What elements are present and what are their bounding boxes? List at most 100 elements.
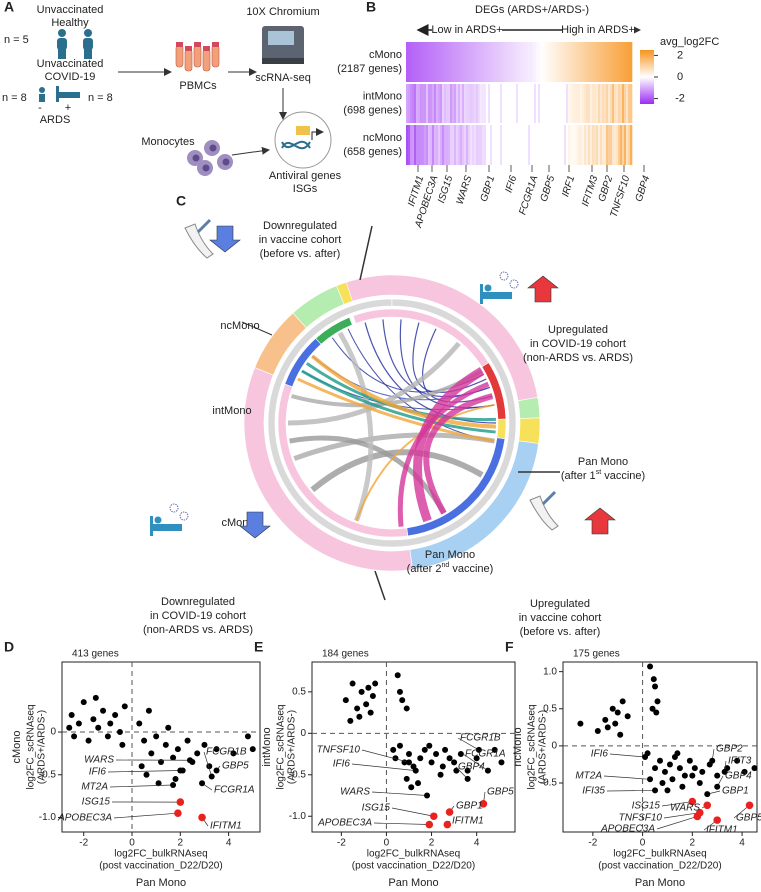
heatmap-cell bbox=[564, 42, 567, 82]
heatmap-cell bbox=[584, 125, 587, 165]
heatmap-cell bbox=[544, 125, 547, 165]
heatmap-cell bbox=[422, 125, 425, 165]
connector bbox=[231, 146, 270, 156]
gene-count: 175 genes bbox=[573, 649, 620, 660]
heatmap-cell bbox=[604, 84, 607, 123]
point bbox=[95, 724, 102, 731]
heatmap-cell bbox=[436, 125, 439, 165]
heatmap-cell bbox=[428, 84, 431, 123]
x-tick-label: -2 bbox=[588, 838, 597, 849]
instrument-base bbox=[262, 58, 304, 64]
heatmap-cell bbox=[620, 42, 623, 82]
virus-icon bbox=[179, 511, 189, 521]
panel-label: A bbox=[4, 0, 14, 15]
heatmap-cell bbox=[590, 84, 593, 123]
heatmap-cell bbox=[548, 84, 551, 123]
connector bbox=[663, 812, 700, 819]
heatmap-cell bbox=[420, 125, 423, 165]
cohort-label: in COVID-19 cohort bbox=[530, 338, 626, 350]
tube-cap bbox=[185, 46, 192, 51]
heatmap-cell bbox=[504, 42, 507, 82]
heatmap-cell bbox=[464, 84, 467, 123]
labeled-point bbox=[405, 759, 412, 766]
ards-minus: - bbox=[38, 102, 42, 114]
point bbox=[657, 757, 663, 764]
point bbox=[498, 759, 505, 766]
group-label: Healthy bbox=[51, 17, 89, 29]
person-icon bbox=[58, 29, 66, 37]
heatmap-cell bbox=[546, 84, 549, 123]
point bbox=[594, 728, 601, 735]
chord bbox=[301, 369, 496, 434]
plot-frame bbox=[562, 661, 758, 833]
panel-label: C bbox=[176, 193, 186, 209]
heatmap-cell bbox=[430, 42, 433, 82]
x-axis-title: (post vaccination_D22/D20) bbox=[598, 861, 721, 872]
point bbox=[442, 746, 449, 753]
y-axis-title: cMono bbox=[11, 730, 23, 763]
heatmap-cell bbox=[564, 84, 567, 123]
point bbox=[121, 703, 128, 710]
heatmap-cell bbox=[594, 42, 597, 82]
heatmap-cell bbox=[514, 125, 517, 165]
heatmap-cell bbox=[426, 125, 429, 165]
heatmap-cell bbox=[570, 84, 573, 123]
ring-segment bbox=[336, 281, 353, 305]
heatmap-cell bbox=[558, 84, 561, 123]
heatmap-cell bbox=[500, 125, 503, 165]
direction-arrow bbox=[239, 511, 271, 539]
heatmap-cell bbox=[618, 84, 621, 123]
heatmap-cell bbox=[478, 125, 481, 165]
heatmap-cell bbox=[580, 84, 583, 123]
heatmap-cell bbox=[466, 125, 469, 165]
heatmap-cell bbox=[552, 42, 555, 82]
point bbox=[365, 684, 372, 691]
gene-label: FCGR1A bbox=[214, 785, 255, 796]
heatmap-cell bbox=[608, 42, 611, 82]
heatmap-cell bbox=[566, 125, 569, 165]
bed-icon bbox=[150, 524, 182, 531]
highlighted-point bbox=[425, 820, 434, 829]
inner-ring bbox=[267, 298, 517, 548]
heatmap-cell bbox=[494, 42, 497, 82]
sample-size: n = 8 bbox=[88, 92, 113, 104]
gene-label: ISG15 bbox=[362, 803, 391, 814]
heatmap-cell bbox=[504, 125, 507, 165]
chord bbox=[355, 403, 495, 522]
connector bbox=[203, 751, 213, 777]
point bbox=[676, 765, 683, 772]
heatmap-cell bbox=[598, 42, 601, 82]
gene-label: MT2A bbox=[575, 771, 602, 782]
heatmap-cell bbox=[498, 84, 501, 123]
heatmap-cell bbox=[486, 125, 489, 165]
heatmap-cell bbox=[584, 42, 587, 82]
step-label: Monocytes bbox=[141, 136, 195, 148]
gene-label: WARS bbox=[455, 174, 475, 206]
heatmap-cell bbox=[490, 125, 493, 165]
heatmap-cell bbox=[508, 42, 511, 82]
panel-label: E bbox=[254, 639, 263, 655]
heatmap-cell bbox=[596, 42, 599, 82]
connector bbox=[241, 321, 273, 336]
heatmap-cell bbox=[510, 125, 513, 165]
heatmap-cell bbox=[448, 42, 451, 82]
heatmap-cell bbox=[462, 125, 465, 165]
connector bbox=[373, 822, 430, 825]
heatmap-cell bbox=[554, 125, 557, 165]
heatmap-cell bbox=[602, 125, 605, 165]
heatmap-cell bbox=[426, 84, 429, 123]
heatmap-cell bbox=[516, 42, 519, 82]
heatmap-cell bbox=[440, 125, 443, 165]
pan-label: vaccine) bbox=[449, 563, 493, 575]
gene-label: APOBEC3A bbox=[317, 818, 372, 829]
y-axis-title: (ARDS+/ARDS-) bbox=[538, 710, 549, 784]
heatmap-cell bbox=[500, 84, 503, 123]
labeled-point bbox=[424, 792, 431, 799]
y-tick-label: 0 bbox=[300, 728, 306, 739]
point bbox=[604, 724, 611, 731]
heatmap-cell bbox=[478, 42, 481, 82]
y-axis-title: (ARDS+/ARDS-) bbox=[287, 710, 298, 784]
heatmap-cell bbox=[440, 84, 443, 123]
heatmap-cell bbox=[424, 84, 427, 123]
heatmap-cell bbox=[418, 84, 421, 123]
